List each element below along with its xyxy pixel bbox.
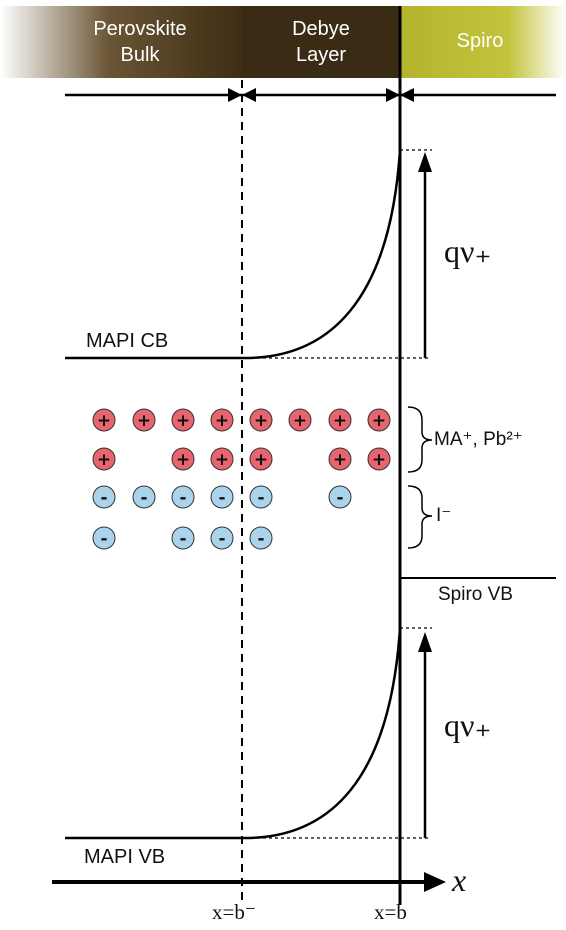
header-label-bulk: Perovskite Bulk (60, 6, 220, 78)
cation-ion: + (210, 408, 234, 432)
svg-text:+: + (254, 450, 268, 470)
header-bulk-line1: Perovskite (93, 18, 187, 40)
cation-label: MA⁺, Pb²⁺ (434, 429, 523, 450)
dim-arrowhead-debye-right (386, 88, 400, 102)
svg-text:-: - (336, 488, 343, 508)
cation-ion: + (171, 447, 195, 471)
dim-arrowhead-debye-left (242, 88, 256, 102)
svg-text:+: + (333, 450, 347, 470)
cation-ion: + (249, 408, 273, 432)
mapi-vb-band-curve (65, 627, 402, 840)
anion-ion: - (132, 485, 156, 509)
header-spiro-band (400, 6, 566, 78)
svg-text:-: - (257, 488, 264, 508)
x-b-minus-label: x=b⁻ (212, 900, 256, 924)
mapi-cb-band-curve (65, 149, 402, 360)
svg-text:-: - (179, 529, 186, 549)
cation-ion: + (288, 408, 312, 432)
anion-ion: - (249, 485, 273, 509)
svg-text:-: - (257, 529, 264, 549)
dim-arrowhead-bulk-right (228, 88, 242, 102)
anion-ion: - (171, 526, 195, 550)
qv-lower-label: qν₊ (444, 707, 492, 743)
anion-ion: - (171, 485, 195, 509)
svg-text:+: + (97, 411, 111, 431)
svg-text:+: + (333, 411, 347, 431)
svg-text:+: + (215, 411, 229, 431)
cation-ion: + (132, 408, 156, 432)
svg-text:+: + (293, 411, 307, 431)
header-label-spiro: Spiro (420, 6, 540, 78)
svg-text:-: - (100, 488, 107, 508)
svg-text:+: + (97, 450, 111, 470)
svg-text:+: + (254, 411, 268, 431)
mapi-cb-label: MAPI CB (86, 330, 169, 352)
cb-potential-arrowhead (418, 152, 432, 172)
header-label-debye: Debye Layer (242, 6, 400, 78)
cation-ion: + (92, 447, 116, 471)
dim-arrowhead-spiro-left (400, 88, 414, 102)
x-axis-arrowhead (424, 872, 446, 892)
anion-ion: - (92, 485, 116, 509)
mapi-vb-label: MAPI VB (84, 846, 166, 868)
svg-text:+: + (215, 450, 229, 470)
svg-text:+: + (372, 450, 386, 470)
cation-ion: + (210, 447, 234, 471)
svg-text:-: - (100, 529, 107, 549)
svg-text:-: - (140, 488, 147, 508)
header-bulk-line2: Bulk (120, 44, 160, 66)
cation-ion: + (171, 408, 195, 432)
header-spiro-line1: Spiro (456, 30, 504, 52)
spiro-vb-label: Spiro VB (438, 584, 513, 605)
cation-ion: + (367, 408, 391, 432)
svg-text:+: + (176, 411, 190, 431)
qv-upper-label: qν₊ (444, 233, 492, 269)
cation-ion: + (249, 447, 273, 471)
svg-text:+: + (176, 450, 190, 470)
anion-ion: - (249, 526, 273, 550)
header-bulk-band (0, 6, 242, 78)
anion-bracket (407, 485, 433, 549)
x-axis-label: x (452, 862, 467, 898)
header-debye-line1: Debye (292, 18, 350, 40)
svg-text:-: - (218, 488, 225, 508)
svg-text:-: - (179, 488, 186, 508)
anion-ion: - (92, 526, 116, 550)
ion-group: + + + + + + + + + + + + + + - - - - - - - - - - (92, 408, 391, 550)
svg-text:-: - (218, 529, 225, 549)
svg-text:+: + (372, 411, 386, 431)
svg-text:+: + (137, 411, 151, 431)
cation-ion: + (328, 447, 352, 471)
cation-ion: + (92, 408, 116, 432)
anion-ion: - (328, 485, 352, 509)
cation-bracket (407, 406, 433, 473)
cation-ion: + (328, 408, 352, 432)
anion-ion: - (210, 526, 234, 550)
x-b-label: x=b (374, 900, 407, 924)
vb-potential-arrowhead (418, 632, 432, 652)
anion-ion: - (210, 485, 234, 509)
anion-label: I⁻ (436, 505, 452, 526)
header-debye-line2: Layer (295, 44, 347, 66)
header-debye-band (242, 6, 400, 78)
cation-ion: + (367, 447, 391, 471)
